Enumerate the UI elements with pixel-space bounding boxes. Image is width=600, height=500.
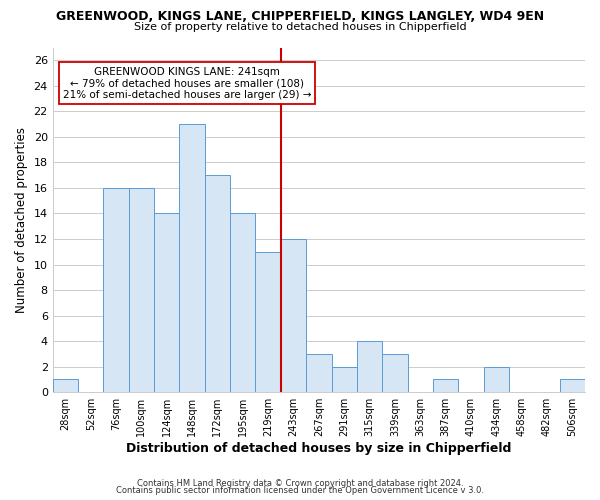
Bar	[433, 380, 458, 392]
Text: Contains public sector information licensed under the Open Government Licence v : Contains public sector information licen…	[116, 486, 484, 495]
Bar	[103, 188, 129, 392]
Bar	[306, 354, 332, 392]
Text: GREENWOOD KINGS LANE: 241sqm
← 79% of detached houses are smaller (108)
21% of s: GREENWOOD KINGS LANE: 241sqm ← 79% of de…	[63, 66, 311, 100]
Bar	[154, 214, 179, 392]
Text: Size of property relative to detached houses in Chipperfield: Size of property relative to detached ho…	[134, 22, 466, 32]
Bar	[560, 380, 585, 392]
Bar	[357, 341, 382, 392]
Bar	[53, 380, 78, 392]
Bar	[230, 214, 256, 392]
Bar	[382, 354, 407, 392]
Bar	[281, 239, 306, 392]
Bar	[256, 252, 281, 392]
Bar	[484, 366, 509, 392]
Text: GREENWOOD, KINGS LANE, CHIPPERFIELD, KINGS LANGLEY, WD4 9EN: GREENWOOD, KINGS LANE, CHIPPERFIELD, KIN…	[56, 10, 544, 23]
Bar	[205, 175, 230, 392]
Bar	[332, 366, 357, 392]
Bar	[179, 124, 205, 392]
X-axis label: Distribution of detached houses by size in Chipperfield: Distribution of detached houses by size …	[126, 442, 512, 455]
Y-axis label: Number of detached properties: Number of detached properties	[15, 127, 28, 313]
Text: Contains HM Land Registry data © Crown copyright and database right 2024.: Contains HM Land Registry data © Crown c…	[137, 478, 463, 488]
Bar	[129, 188, 154, 392]
